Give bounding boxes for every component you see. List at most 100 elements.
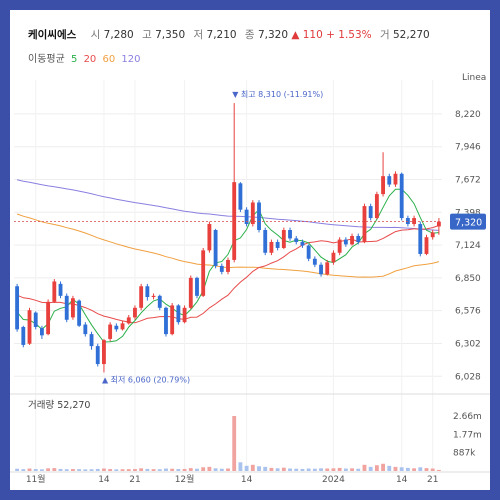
candle (312, 256, 317, 268)
candle-body (219, 265, 224, 272)
volume-bar (219, 468, 224, 471)
y-tick-label: 6,302 (455, 339, 481, 349)
candle (300, 239, 305, 248)
y-tick-label: 6,028 (455, 372, 481, 382)
candle (263, 227, 268, 256)
candle-body (362, 206, 367, 242)
candle (238, 182, 243, 213)
candle-body (269, 241, 274, 253)
candle-body (356, 236, 361, 242)
candle-body (108, 324, 113, 339)
volume-pane-label: 거래량 52,270 (28, 399, 90, 411)
volume-bar (164, 468, 168, 471)
volume-bar (108, 469, 113, 471)
candle-body (393, 173, 398, 185)
candle (157, 294, 162, 311)
candle (145, 283, 150, 301)
volume-bar (64, 469, 69, 471)
ma-legend-label: 이동평균 (28, 54, 65, 65)
candle-body (145, 286, 150, 298)
candle-body (250, 202, 255, 225)
volume-bar (405, 467, 410, 471)
volume-bar (15, 468, 20, 471)
candle (139, 283, 144, 311)
candle (306, 244, 311, 262)
candle-body (71, 298, 75, 318)
x-tick-label: 21 (427, 475, 438, 485)
candle-body (312, 258, 317, 265)
candle-body (213, 230, 218, 266)
candle (120, 320, 125, 331)
volume-bar (39, 469, 44, 471)
volume-bar (182, 468, 187, 471)
volume-bar (195, 468, 199, 471)
volume-bar (300, 468, 305, 471)
candle (356, 233, 361, 245)
candle (207, 221, 212, 253)
volume-bar (387, 465, 392, 471)
candle-body (207, 224, 212, 251)
candle (381, 152, 385, 197)
candle-body (263, 230, 268, 253)
candle-body (288, 230, 292, 239)
candle-body (39, 328, 44, 336)
volume-bar (430, 468, 435, 471)
low-annotation: ▲ 최저 6,060 (20.79%) (102, 374, 190, 384)
stock-name: 케이씨에스 (28, 29, 77, 41)
ma-120-line (16, 179, 439, 231)
candle (368, 203, 373, 221)
candle (52, 279, 57, 304)
candle (213, 228, 218, 269)
candle-body (331, 252, 336, 263)
volume-bar (257, 466, 261, 471)
candle (64, 293, 69, 323)
volume-bar (114, 469, 119, 471)
candle (418, 221, 423, 257)
volume-bar (374, 465, 379, 471)
volume-bar (399, 467, 404, 471)
volume-bar (52, 468, 57, 471)
candle-body (58, 283, 63, 296)
x-tick-label: 2024 (322, 475, 345, 485)
candle (399, 172, 404, 221)
volume-bar (325, 468, 330, 471)
ma-60: 60 (102, 54, 116, 65)
candlestick-chart[interactable]: 6,028 6,302 6,576 6,850 7,124 7,398 7,672 7,946… (10, 10, 490, 490)
y-tick-label: 6,850 (455, 274, 481, 284)
candle-body (325, 262, 330, 275)
volume-bar (337, 467, 342, 471)
candle (288, 227, 292, 241)
candle-body (300, 241, 305, 246)
candle-body (95, 346, 100, 365)
ma-20: 20 (83, 54, 97, 65)
volume-bar (102, 468, 106, 471)
volume-label: 거 (379, 29, 390, 41)
volume-bar (350, 468, 354, 471)
candle-body (238, 183, 243, 210)
current-price-label: 7,320 (455, 218, 482, 229)
change-value: ▲ 110 + 1.53% (291, 29, 372, 41)
candle (331, 250, 336, 265)
candle-body (188, 277, 193, 308)
candle (195, 276, 199, 299)
x-tick-label: 21 (129, 475, 140, 485)
y-tick-label: 7,398 (455, 208, 481, 218)
candle-body (176, 305, 181, 323)
candle (46, 299, 51, 336)
candle-body (151, 295, 156, 298)
candle (269, 239, 274, 256)
x-tick-label: 11월 (26, 473, 46, 485)
volume-value: 52,270 (393, 29, 430, 41)
candle (201, 247, 206, 298)
candle-body (170, 305, 175, 335)
candle-body (281, 230, 286, 248)
candle-body (343, 239, 348, 245)
volume-bar (238, 462, 243, 471)
candle (232, 103, 237, 263)
moving-average-legend[interactable]: 이동평균 5 20 60 120 (28, 50, 144, 65)
volume-bar (232, 416, 237, 471)
candle (219, 263, 224, 275)
volume-bar (83, 469, 88, 471)
candle-body (275, 241, 280, 248)
volume-bar (319, 468, 323, 471)
